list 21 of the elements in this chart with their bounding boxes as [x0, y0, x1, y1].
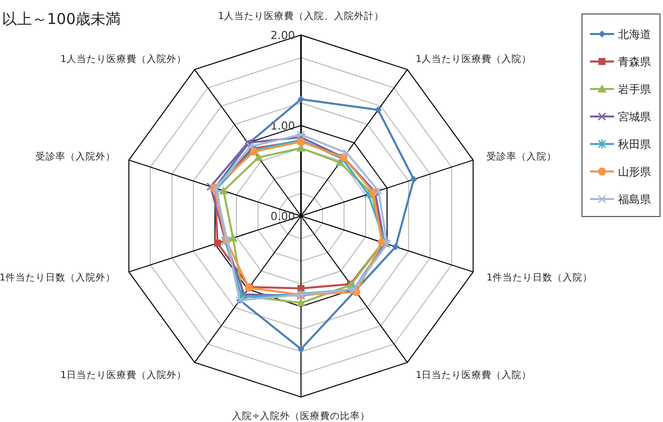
- spoke-label: 1人当たり医療費（入院）: [416, 53, 532, 66]
- legend-label: 秋田県: [618, 138, 651, 151]
- legend-label: 福島県: [618, 193, 651, 206]
- spoke-label: 1日当たり医療費（入院外）: [60, 368, 186, 381]
- chart-title: 以上～100歳未満: [2, 10, 121, 28]
- spoke-label: 受診率（入院外）: [36, 150, 116, 163]
- legend-label: 宮城県: [618, 110, 651, 124]
- spoke-label: 1人当たり医療費（入院外）: [60, 53, 186, 66]
- y-tick-label: 2.00: [270, 29, 295, 42]
- spoke-label: 入院÷入院外（医療費の比率）: [232, 410, 370, 422]
- spoke-label: 1人当たり医療費（入院、入院外計）: [218, 10, 384, 22]
- spoke-label: 受診率（入院）: [486, 150, 556, 163]
- spoke-label: 1件当たり日数（入院）: [486, 271, 593, 284]
- y-tick-label: 0.00: [270, 210, 295, 223]
- y-tick-label: 1.00: [270, 120, 295, 132]
- spoke-label: 1件当たり日数（入院外）: [0, 271, 116, 284]
- spoke-label: 1日当たり医療費（入院）: [416, 368, 532, 381]
- legend-label: 青森県: [618, 56, 651, 68]
- legend-label: 岩手県: [618, 83, 651, 96]
- legend-label: 北海道: [618, 28, 651, 41]
- legend-label: 山形県: [618, 166, 651, 178]
